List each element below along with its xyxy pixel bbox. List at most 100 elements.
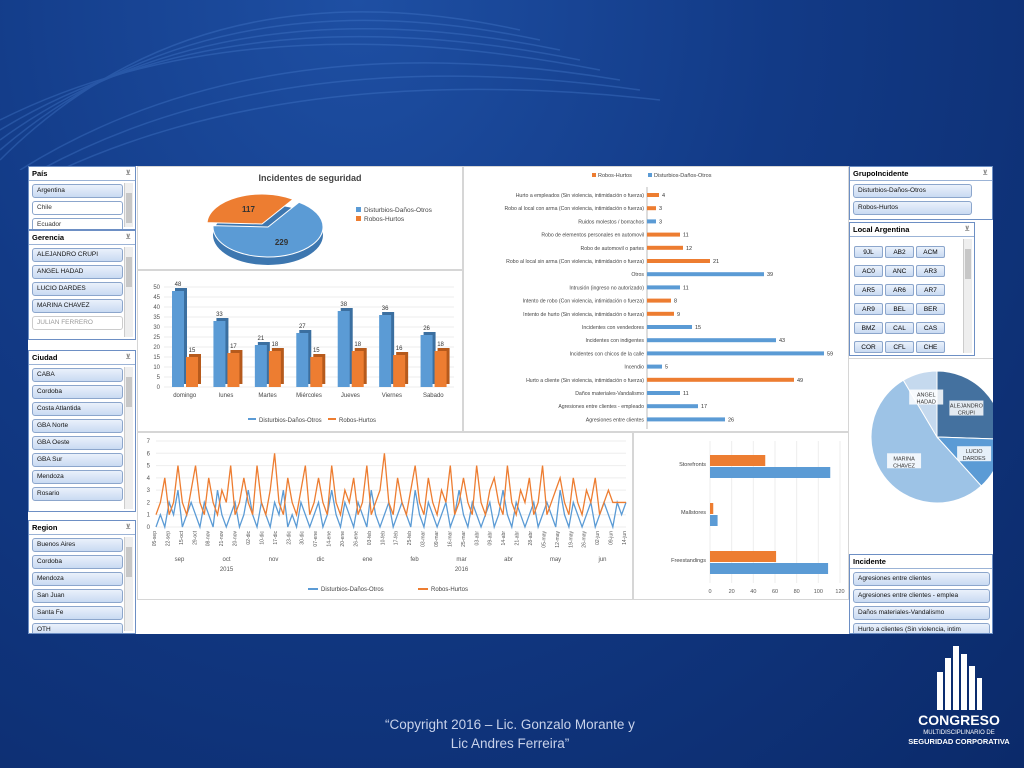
slicer-item[interactable]: Argentina — [32, 184, 123, 198]
bar — [647, 272, 764, 277]
scrollbar[interactable] — [124, 367, 133, 509]
clear-filter-icon[interactable]: ⊻ — [982, 170, 988, 177]
slicer-item[interactable]: JULIAN FERRERO — [32, 316, 123, 330]
legend-swatch — [418, 588, 428, 590]
slicer-item[interactable]: Santa Fe — [32, 606, 123, 620]
slicer-item[interactable]: Buenos Aires — [32, 538, 123, 552]
local-button[interactable]: CFL — [885, 341, 914, 353]
y-tick-label: 35 — [153, 315, 160, 321]
slicer-item[interactable]: San Juan — [32, 589, 123, 603]
clear-filter-icon[interactable]: ⊻ — [125, 354, 131, 361]
slicer-item[interactable]: Hurto a clientes (Sin violencia, intim — [853, 623, 990, 633]
legend-label: Disturbios-Daños-Otros — [364, 207, 433, 214]
scrollbar[interactable] — [124, 247, 133, 337]
label-box — [887, 453, 922, 469]
slicer-item[interactable]: Rosario — [32, 487, 123, 501]
bar-value-label: 17 — [701, 404, 707, 410]
bar — [186, 357, 198, 387]
y-tick-label: 3 — [147, 488, 151, 494]
legend-label: Disturbios-Daños-Otros — [321, 587, 384, 593]
row-label: Robo al local sin arma (Con violencia, i… — [506, 259, 644, 265]
local-button[interactable]: AR9 — [854, 303, 883, 315]
local-button[interactable]: BEL — [885, 303, 914, 315]
pie-slice — [870, 379, 982, 504]
y-tick-label: 15 — [153, 355, 160, 361]
x-tick-label: 17-dic — [273, 531, 279, 545]
row-label: Incidentes con indigentes — [585, 338, 644, 344]
bar — [647, 219, 656, 224]
slicer-item[interactable]: Daños materiales-Vandalismo — [853, 606, 990, 620]
bar — [393, 355, 406, 387]
local-button[interactable]: BER — [916, 303, 945, 315]
slicer-item[interactable]: OTH — [32, 623, 123, 633]
slicer-item[interactable]: LUCIO DARDES — [32, 282, 123, 296]
clear-filter-icon[interactable]: ⊻ — [125, 524, 131, 531]
local-button[interactable]: CHE — [916, 341, 945, 353]
x-tick-label: 20-nov — [233, 531, 239, 547]
local-button[interactable]: AR6 — [885, 284, 914, 296]
slicer-item[interactable]: Cordoba — [32, 555, 123, 569]
x-tick-label: 22-sep — [165, 531, 171, 547]
slicer-item[interactable]: CABA — [32, 368, 123, 382]
row-label: Intento de hurto (Sin violencia, intimid… — [523, 312, 644, 318]
bar-value-label: 26 — [728, 417, 734, 423]
row-label: Agresiones entre clientes - empleado — [558, 404, 644, 410]
slicer-item[interactable]: Chile — [32, 201, 123, 215]
copyright-line-1: “Copyright 2016 – Lic. Gonzalo Morante y — [385, 717, 635, 732]
row-label: Daños materiales-Vandalismo — [575, 391, 644, 397]
clear-filter-icon[interactable]: ⊻ — [964, 226, 970, 233]
pie-label: LUCIO — [966, 449, 984, 455]
local-button[interactable]: AC0 — [854, 265, 883, 277]
slicer-item[interactable]: Ecuador — [32, 218, 123, 229]
x-tick-label: 02-dic — [246, 531, 252, 545]
scrollbar[interactable] — [963, 239, 972, 353]
local-button[interactable]: AB2 — [885, 246, 914, 258]
bar — [647, 245, 683, 250]
x-tick-label: 120 — [835, 589, 844, 595]
slicer-item[interactable]: Mendoza — [32, 470, 123, 484]
x-tick-label: 28-abr — [528, 531, 534, 546]
pie-slice — [206, 193, 295, 225]
slicer-item[interactable]: GBA Sur — [32, 453, 123, 467]
chart-pie-gerencia: ALEJANDRO CRUPI LUCIO DARDES MARINA CHAVEZ ANG… — [849, 358, 1004, 554]
slicer-item[interactable]: Robos-Hurtos — [853, 201, 972, 215]
slicer-item[interactable]: GBA Norte — [32, 419, 123, 433]
local-grid: 9JL AB2 ACMAC0 ANC AR3AR5 AR6 AR7AR9 BEL BERBMZ C… — [854, 241, 958, 355]
bar-value-label: 21 — [713, 259, 719, 265]
bar-value-label: 17 — [230, 344, 237, 350]
local-button[interactable]: ACM — [916, 246, 945, 258]
slicer-item[interactable]: ALEJANDRO CRUPI — [32, 248, 123, 262]
year-label: 2016 — [455, 567, 469, 573]
y-tick-label: 0 — [147, 525, 151, 531]
slicer-item[interactable]: Costa Atlantida — [32, 402, 123, 416]
scrollbar[interactable] — [124, 537, 133, 631]
slicer-item[interactable]: Agresiones entre clientes - emplea — [853, 589, 990, 603]
local-button[interactable]: AR3 — [916, 265, 945, 277]
local-button[interactable]: COR — [854, 341, 883, 353]
clear-filter-icon[interactable]: ⊻ — [125, 170, 131, 177]
x-tick-label: 12-may — [555, 531, 561, 548]
local-button[interactable]: AR7 — [916, 284, 945, 296]
slicer-item[interactable]: GBA Oeste — [32, 436, 123, 450]
x-tick-label: domingo — [173, 393, 197, 399]
row-label: Hurto a cliente (Sin violencia, intimida… — [526, 378, 644, 384]
bar — [710, 515, 718, 526]
local-button[interactable]: ANC — [885, 265, 914, 277]
scrollbar[interactable] — [124, 183, 133, 227]
pie-label: CRUPI — [958, 411, 976, 417]
local-button[interactable]: BMZ — [854, 322, 883, 334]
local-button[interactable]: AR5 — [854, 284, 883, 296]
slicer-item[interactable]: Disturbios-Daños-Otros — [853, 184, 972, 198]
bar — [647, 259, 710, 263]
slicer-item[interactable]: ANGEL HADAD — [32, 265, 123, 279]
slicer-item[interactable]: MARINA CHAVEZ — [32, 299, 123, 313]
clear-filter-icon[interactable]: ⊻ — [125, 234, 131, 241]
local-button[interactable]: CAS — [916, 322, 945, 334]
local-button[interactable]: 9JL — [854, 246, 883, 258]
slicer-item[interactable]: Cordoba — [32, 385, 123, 399]
slicer-item[interactable]: Mendoza — [32, 572, 123, 586]
pie-value-label: 229 — [275, 238, 289, 247]
slicer-item[interactable]: Agresiones entre clientes — [853, 572, 990, 586]
legend-swatch — [328, 418, 336, 420]
local-button[interactable]: CAL — [885, 322, 914, 334]
